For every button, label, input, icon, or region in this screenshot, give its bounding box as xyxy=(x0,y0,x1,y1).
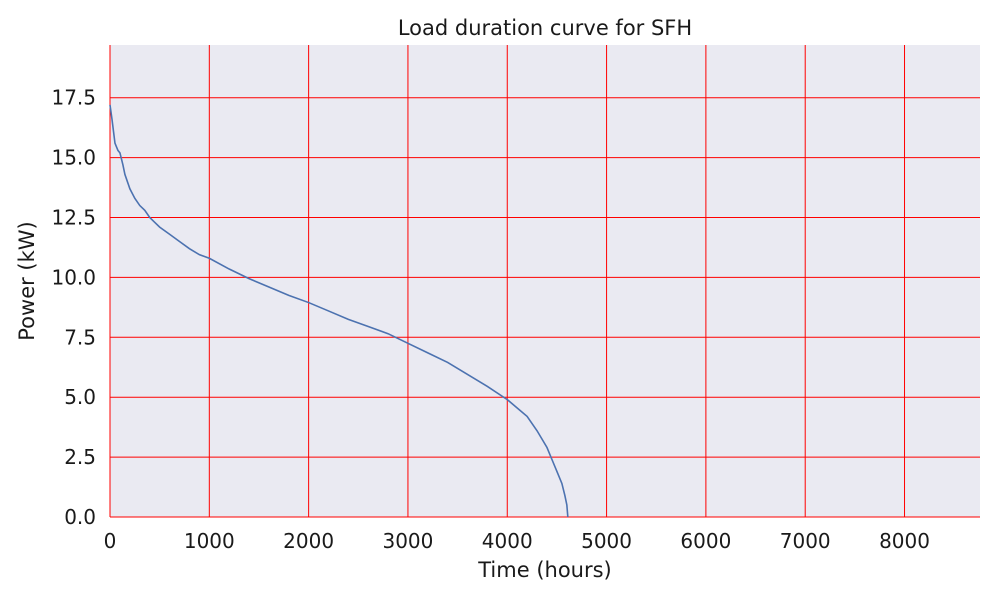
y-axis-label: Power (kW) xyxy=(15,221,39,340)
x-tick-label: 2000 xyxy=(283,529,334,553)
y-tick-label: 15.0 xyxy=(51,146,96,170)
y-tick-label: 12.5 xyxy=(51,206,96,230)
plot-area xyxy=(110,45,980,517)
x-tick-label: 7000 xyxy=(780,529,831,553)
x-tick-label: 6000 xyxy=(680,529,731,553)
y-tick-label: 2.5 xyxy=(64,445,96,469)
x-tick-labels: 0 1000 2000 3000 4000 5000 6000 7000 8000 xyxy=(104,529,930,553)
y-tick-label: 7.5 xyxy=(64,325,96,349)
x-tick-label: 5000 xyxy=(581,529,632,553)
y-tick-label: 17.5 xyxy=(51,86,96,110)
y-tick-label: 5.0 xyxy=(64,385,96,409)
x-tick-label: 1000 xyxy=(184,529,235,553)
x-tick-label: 8000 xyxy=(879,529,930,553)
chart-title: Load duration curve for SFH xyxy=(398,16,692,40)
y-tick-labels: 0.0 2.5 5.0 7.5 10.0 12.5 15.0 17.5 xyxy=(51,86,96,529)
y-tick-label: 10.0 xyxy=(51,265,96,289)
x-axis-label: Time (hours) xyxy=(477,558,612,582)
x-tick-label: 4000 xyxy=(482,529,533,553)
x-tick-label: 3000 xyxy=(382,529,433,553)
x-tick-label: 0 xyxy=(104,529,117,553)
y-tick-label: 0.0 xyxy=(64,505,96,529)
